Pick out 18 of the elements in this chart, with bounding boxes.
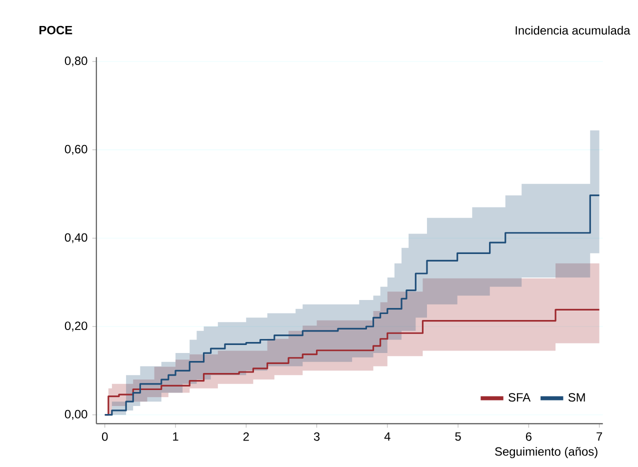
x-axis-title: Seguimiento (años) (495, 446, 598, 458)
y-tick-label: 0,60 (64, 144, 88, 155)
x-tick-label: 1 (173, 432, 178, 441)
x-tick-label: 6 (526, 432, 532, 441)
y-tick-label: 0,40 (64, 233, 88, 244)
x-tick-label: 0 (102, 432, 108, 441)
legend-label: SM (568, 393, 585, 402)
x-tick-label: 2 (243, 432, 249, 441)
x-tick-label: 5 (455, 432, 461, 441)
y-tick-label: 0,00 (64, 410, 88, 420)
x-tick-label: 3 (314, 432, 320, 441)
chart-subtitle: Incidencia acumulada (516, 26, 630, 35)
x-tick-label: 7 (596, 432, 602, 441)
y-tick-label: 0,80 (64, 56, 88, 66)
legend-label: SFA (508, 393, 531, 402)
y-tick-label: 0,20 (64, 321, 88, 332)
chart-title: POCE (40, 26, 72, 34)
x-tick-label: 4 (384, 432, 390, 441)
